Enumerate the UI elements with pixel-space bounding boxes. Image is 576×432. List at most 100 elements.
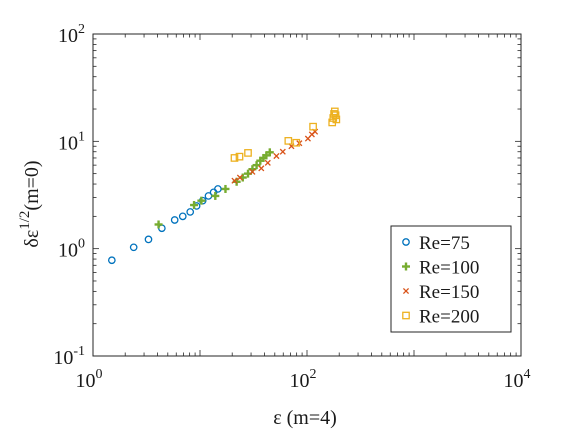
data-point bbox=[230, 154, 239, 162]
data-point bbox=[249, 168, 256, 175]
y-tick-label-exp: 1 bbox=[78, 129, 85, 144]
marker-shape bbox=[235, 152, 244, 161]
data-point bbox=[129, 243, 138, 252]
data-point bbox=[178, 212, 187, 221]
marker-shape bbox=[309, 122, 317, 131]
data-point bbox=[279, 148, 286, 155]
marker-shape bbox=[107, 256, 116, 265]
marker-shape bbox=[402, 238, 410, 246]
data-point bbox=[154, 220, 163, 229]
marker-shape bbox=[284, 137, 293, 145]
legend-marker bbox=[402, 238, 410, 246]
x-tick-label: 104 bbox=[504, 367, 531, 392]
legend-item: Re=75 bbox=[402, 233, 470, 254]
data-point bbox=[264, 159, 271, 166]
y-axis-label-tail: (m=0) bbox=[21, 160, 43, 210]
marker-shape bbox=[279, 148, 286, 155]
x-axis-label: ε (m=4) bbox=[273, 407, 337, 429]
y-axis-label-sup: 1/2 bbox=[17, 211, 33, 230]
marker-shape bbox=[249, 168, 256, 175]
legend-label: Re=100 bbox=[419, 258, 479, 279]
marker-shape bbox=[292, 138, 301, 147]
series-re-200 bbox=[230, 107, 341, 162]
y-tick-label-exp: -1 bbox=[73, 344, 85, 359]
marker-shape bbox=[236, 174, 243, 181]
y-tick-label-base: 10 bbox=[58, 132, 78, 154]
marker-shape bbox=[144, 235, 153, 244]
legend: Re=75 Re=100 Re=150 Re=200 bbox=[390, 225, 512, 333]
axis-ticks bbox=[92, 33, 522, 357]
legend-item: Re=100 bbox=[402, 258, 479, 279]
y-tick-label: 101 bbox=[58, 129, 85, 154]
y-tick-label-exp: 0 bbox=[78, 237, 85, 252]
data-point bbox=[211, 191, 220, 200]
legend-marker bbox=[402, 287, 410, 295]
y-tick-label-base: 10 bbox=[53, 347, 73, 369]
legend-marker bbox=[402, 262, 410, 271]
data-point bbox=[332, 115, 341, 124]
x-tick-label-exp: 0 bbox=[96, 367, 103, 382]
data-point bbox=[331, 111, 340, 120]
marker-shape bbox=[330, 110, 338, 118]
marker-shape bbox=[230, 154, 239, 162]
legend-label: Re=150 bbox=[419, 282, 479, 303]
x-tick-label-exp: 2 bbox=[310, 367, 317, 382]
x-tick-label: 102 bbox=[290, 367, 317, 392]
data-point bbox=[186, 208, 195, 216]
x-tick-label-exp: 4 bbox=[524, 367, 531, 382]
marker-shape bbox=[178, 212, 187, 221]
data-point bbox=[273, 152, 280, 160]
y-tick-label: 102 bbox=[58, 22, 85, 47]
data-point bbox=[265, 148, 274, 157]
data-point bbox=[292, 138, 301, 147]
data-point bbox=[309, 122, 317, 131]
x-tick-label-base: 10 bbox=[76, 370, 96, 392]
legend-label: Re=200 bbox=[419, 307, 479, 328]
data-point bbox=[144, 235, 153, 244]
marker-shape bbox=[231, 177, 238, 184]
data-point bbox=[244, 149, 252, 157]
data-point bbox=[170, 216, 179, 224]
marker-shape bbox=[170, 216, 179, 224]
data-point bbox=[190, 201, 199, 210]
marker-shape bbox=[258, 165, 265, 172]
data-point bbox=[214, 185, 222, 193]
marker-shape bbox=[332, 115, 341, 124]
legend-label: Re=75 bbox=[419, 233, 470, 254]
marker-shape bbox=[214, 185, 222, 193]
x-tick-label-base: 10 bbox=[504, 370, 524, 392]
legend-item: Re=200 bbox=[402, 307, 479, 328]
x-tick-label-base: 10 bbox=[290, 370, 310, 392]
legend-item: Re=150 bbox=[402, 282, 479, 303]
series-re-150 bbox=[231, 128, 319, 184]
data-point bbox=[330, 110, 338, 118]
data-point bbox=[252, 161, 261, 170]
marker-shape bbox=[402, 311, 410, 320]
marker-shape bbox=[331, 111, 340, 120]
marker-shape bbox=[129, 243, 138, 252]
data-series bbox=[107, 107, 341, 265]
x-tick-label: 100 bbox=[76, 367, 103, 392]
data-point bbox=[235, 152, 244, 161]
legend-marker bbox=[402, 311, 410, 320]
marker-shape bbox=[402, 287, 410, 295]
data-point bbox=[221, 184, 230, 193]
marker-shape bbox=[273, 152, 280, 160]
marker-shape bbox=[264, 159, 271, 166]
marker-shape bbox=[244, 149, 252, 157]
y-tick-label-base: 10 bbox=[58, 240, 78, 262]
y-tick-label-exp: 2 bbox=[78, 22, 85, 37]
data-point bbox=[231, 177, 238, 184]
data-point bbox=[197, 196, 206, 205]
y-axis-label-main: δε bbox=[21, 230, 43, 248]
data-point bbox=[284, 137, 293, 145]
data-point bbox=[258, 165, 265, 172]
legend-box bbox=[390, 225, 512, 333]
marker-shape bbox=[186, 208, 195, 216]
data-point bbox=[107, 256, 116, 265]
y-tick-label: 100 bbox=[58, 237, 85, 262]
y-tick-label-base: 10 bbox=[58, 25, 78, 47]
